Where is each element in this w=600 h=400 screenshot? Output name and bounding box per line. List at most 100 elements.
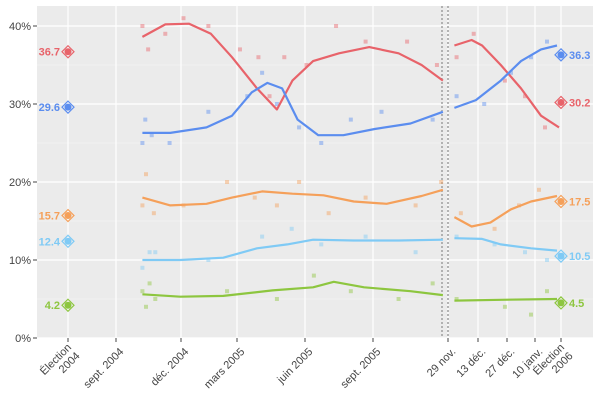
- poll-point-blue: [509, 70, 513, 75]
- poll-point-green: [348, 289, 353, 294]
- y-tick-label: 10%: [9, 255, 31, 267]
- result-dot-red-start: [64, 48, 72, 56]
- poll-point-blue: [319, 141, 324, 145]
- x-tick-label-line: mars 2005: [202, 346, 247, 391]
- x-tick-label-line: sept. 2005: [339, 346, 384, 391]
- poll-point-blue: [454, 94, 459, 99]
- x-tick-label: juin 2005: [275, 346, 316, 387]
- poll-point-blue: [167, 141, 172, 145]
- x-tick-label: sept. 2004: [82, 346, 127, 391]
- poll-point-green: [545, 289, 549, 294]
- poll-point-red: [282, 55, 287, 60]
- poll-point-red: [454, 55, 459, 60]
- y-tick-label: 0%: [15, 333, 31, 345]
- poll-point-red: [140, 24, 145, 28]
- poll-point-red: [146, 47, 151, 52]
- x-tick-label: 29 nov.: [425, 346, 458, 379]
- result-dot-blue-start: [64, 103, 72, 111]
- x-tick-label: mars 2005: [202, 346, 247, 391]
- poll-point-green: [140, 289, 145, 294]
- x-tick-label: déc. 2004: [149, 346, 192, 389]
- poll-point-red: [267, 94, 272, 99]
- poll-point-red: [237, 47, 242, 52]
- result-dot-red-end: [557, 98, 565, 106]
- poll-point-red: [543, 125, 547, 130]
- poll-point-orange: [439, 180, 444, 184]
- poll-point-blue: [545, 39, 549, 44]
- poll-point-green: [529, 312, 533, 317]
- result-dot-blue-end: [557, 51, 565, 59]
- poll-point-light-blue: [492, 242, 497, 247]
- poll-point-orange: [326, 211, 331, 216]
- result-dot-orange-end: [557, 198, 565, 205]
- poll-point-blue: [143, 117, 148, 122]
- poll-point-green: [274, 297, 279, 301]
- poll-point-blue: [260, 70, 265, 75]
- poll-point-blue: [140, 141, 145, 145]
- trend-line-green-before-break: [142, 280, 444, 298]
- poll-point-green: [502, 304, 507, 309]
- poll-point-orange: [413, 203, 418, 208]
- poll-point-green: [144, 304, 148, 309]
- poll-point-red: [163, 31, 168, 36]
- poll-point-orange: [252, 195, 257, 200]
- trend-line-red-after-break: [454, 38, 560, 129]
- result-diamond-orange-end: [554, 194, 568, 209]
- poll-point-red: [405, 39, 410, 44]
- poll-point-light-blue: [454, 234, 459, 239]
- result-diamond-orange-start: [61, 208, 75, 223]
- result-diamond-light-blue-end: [554, 249, 568, 263]
- poll-point-orange: [492, 226, 497, 231]
- result-label-green-end: 4.5: [569, 298, 584, 310]
- y-tick-label: 30%: [9, 99, 31, 111]
- trend-line-light-blue-before-break: [142, 238, 443, 262]
- poll-point-light-blue: [319, 242, 324, 247]
- poll-point-blue: [274, 102, 279, 106]
- poll-point-blue: [482, 102, 487, 106]
- poll-point-light-blue: [153, 250, 158, 255]
- y-tick-label: 40%: [9, 21, 31, 33]
- poll-point-orange: [144, 172, 148, 177]
- result-label-green-start: 4.2: [45, 300, 60, 312]
- poll-point-orange: [297, 180, 302, 184]
- result-label-orange-end: 17.5: [569, 197, 590, 209]
- result-diamond-green-start: [61, 298, 75, 313]
- poll-point-orange: [151, 211, 156, 216]
- result-dot-orange-start: [64, 212, 72, 220]
- x-tick-label-line: 13 déc.: [454, 346, 488, 380]
- poll-point-red: [471, 31, 476, 36]
- poll-point-green: [153, 297, 158, 301]
- poll-point-blue: [348, 117, 353, 122]
- trend-line-orange-after-break: [453, 194, 558, 228]
- x-tick-label-line: juin 2005: [275, 346, 316, 387]
- poll-point-green: [430, 281, 435, 286]
- poll-point-green: [147, 281, 152, 286]
- result-label-orange-start: 15.7: [39, 211, 60, 223]
- poll-point-green: [454, 297, 459, 301]
- result-diamond-green-end: [554, 296, 568, 310]
- poll-point-red: [434, 63, 439, 67]
- poll-point-red: [206, 24, 211, 28]
- poll-point-light-blue: [413, 250, 418, 255]
- poll-point-green: [225, 289, 230, 294]
- poll-point-light-blue: [523, 250, 527, 255]
- result-label-blue-start: 29.6: [39, 102, 60, 114]
- plot-background: [37, 6, 593, 338]
- result-label-blue-end: 36.3: [569, 50, 590, 62]
- result-dot-light-blue-start: [64, 237, 72, 245]
- x-tick-label-line: sept. 2004: [82, 346, 127, 391]
- poll-point-light-blue: [206, 258, 211, 262]
- poll-point-red: [256, 55, 261, 60]
- poll-point-red: [181, 16, 186, 21]
- x-tick-label-line: déc. 2004: [149, 346, 192, 389]
- poll-point-green: [311, 273, 316, 278]
- result-dot-green-start: [64, 301, 72, 309]
- trend-line-green-after-break: [454, 297, 558, 302]
- trend-line-blue-after-break: [454, 44, 558, 109]
- trend-line-orange-before-break: [142, 188, 444, 207]
- result-label-light-blue-end: 10.5: [569, 251, 590, 263]
- result-diamond-light-blue-start: [61, 234, 75, 249]
- poll-point-red: [502, 78, 507, 83]
- result-dot-green-end: [557, 299, 565, 307]
